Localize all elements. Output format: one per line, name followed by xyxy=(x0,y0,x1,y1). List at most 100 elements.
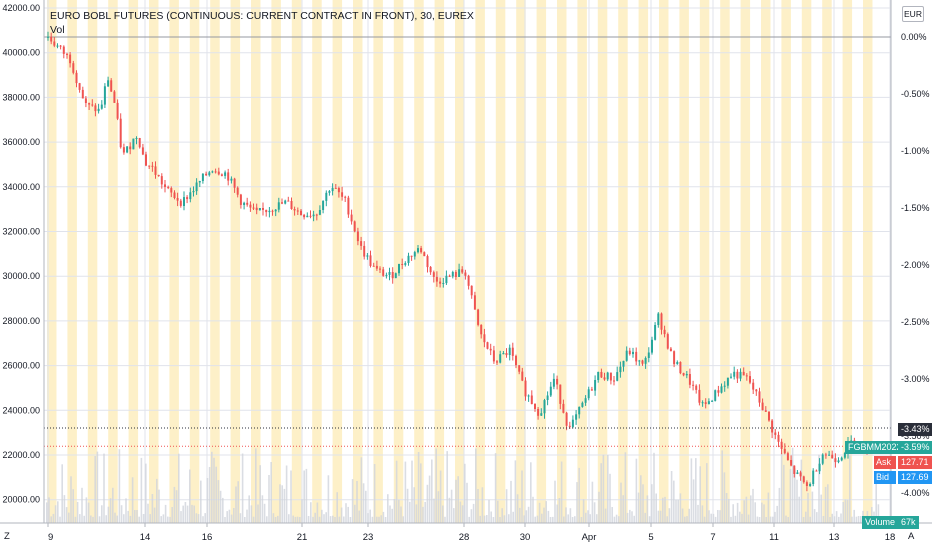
volume-bar xyxy=(409,501,411,523)
candle-body xyxy=(717,390,720,393)
candle-body xyxy=(183,197,185,206)
volume-bar xyxy=(747,514,750,523)
candle xyxy=(318,205,321,216)
candle xyxy=(796,470,799,475)
candle xyxy=(141,143,144,156)
candle xyxy=(442,278,445,288)
candle xyxy=(632,347,634,358)
candle-body xyxy=(515,355,517,366)
candle xyxy=(742,367,745,376)
candle-body xyxy=(394,273,397,279)
session-band xyxy=(47,0,57,523)
candle-body xyxy=(201,173,204,181)
candle xyxy=(154,161,157,179)
volume-bar xyxy=(479,515,481,523)
candle-body xyxy=(458,269,461,277)
volume-bar xyxy=(633,515,635,523)
volume-bar xyxy=(842,502,844,523)
candle-body xyxy=(439,281,442,284)
volume-bar xyxy=(57,501,59,523)
candle-body xyxy=(511,347,514,356)
candle-body xyxy=(720,386,723,393)
left-axis-tick-label: 24000.00 xyxy=(2,405,40,415)
volume-bar xyxy=(710,513,712,523)
timezone-button[interactable]: Z xyxy=(4,531,10,542)
candle-body xyxy=(499,354,502,363)
volume-bar xyxy=(424,501,426,523)
candle xyxy=(521,367,524,382)
volume-bar xyxy=(98,516,101,523)
volume-bar xyxy=(494,453,497,523)
volume-bar xyxy=(158,489,160,523)
candle-body xyxy=(236,187,239,195)
auto-scale-button[interactable]: A xyxy=(908,531,915,542)
volume-bar xyxy=(846,499,849,523)
volume-bar xyxy=(235,486,237,523)
volume-bar xyxy=(191,504,193,523)
candle-body xyxy=(265,209,268,213)
volume-bar xyxy=(532,496,534,523)
candle-body xyxy=(840,457,843,461)
volume-bar xyxy=(453,508,455,523)
candle xyxy=(239,193,242,209)
volume-bar xyxy=(686,516,688,523)
volume-bar xyxy=(604,508,607,523)
volume-bar xyxy=(780,452,783,523)
volume-bar xyxy=(677,499,679,523)
session-band xyxy=(312,0,322,523)
volume-indicator-label[interactable]: Vol xyxy=(50,24,65,36)
volume-bar xyxy=(695,458,697,523)
candle-body xyxy=(262,208,264,210)
left-axis-tick-label: 34000.00 xyxy=(2,182,40,192)
candle-body xyxy=(88,103,91,105)
candle xyxy=(290,197,293,210)
volume-bar xyxy=(354,504,356,523)
candle xyxy=(220,173,223,177)
volume-bar xyxy=(433,498,435,523)
candle-body xyxy=(407,255,410,263)
volume-bar xyxy=(272,513,275,523)
candle-body xyxy=(189,192,192,200)
volume-bar xyxy=(877,504,880,523)
volume-bar xyxy=(778,487,781,523)
candle xyxy=(752,379,755,394)
left-axis-tick-label: 36000.00 xyxy=(2,137,40,147)
volume-bar xyxy=(85,497,88,523)
candle-body xyxy=(135,138,138,139)
volume-bar xyxy=(252,516,255,523)
candle xyxy=(81,86,84,99)
volume-bar xyxy=(68,512,70,523)
volume-bar xyxy=(615,514,618,523)
volume-bar xyxy=(598,491,600,523)
left-axis-tick-label: 30000.00 xyxy=(2,271,40,281)
volume-bar xyxy=(796,479,798,523)
candle xyxy=(322,200,325,214)
candle xyxy=(698,384,701,406)
candle-body xyxy=(113,91,116,103)
candle-body xyxy=(508,347,511,355)
currency-button[interactable]: EUR xyxy=(902,6,924,22)
candle xyxy=(619,361,622,378)
volume-bar xyxy=(602,454,605,523)
volume-bar xyxy=(103,453,105,523)
candle xyxy=(758,387,761,407)
candle xyxy=(578,406,581,419)
volume-bar xyxy=(664,496,666,523)
candle xyxy=(764,406,767,412)
volume-bar xyxy=(160,516,162,523)
candle-body xyxy=(372,265,375,267)
candle-body xyxy=(413,252,416,257)
candle xyxy=(363,241,366,260)
volume-bar xyxy=(171,507,173,523)
candle-body xyxy=(119,118,122,148)
candle-body xyxy=(107,80,110,87)
volume-bar xyxy=(549,517,552,523)
volume-bar xyxy=(741,513,743,523)
volume-bar xyxy=(717,510,719,523)
volume-bar xyxy=(182,505,184,523)
candle-body xyxy=(837,460,840,463)
session-band xyxy=(210,0,220,523)
volume-bar xyxy=(415,504,418,523)
